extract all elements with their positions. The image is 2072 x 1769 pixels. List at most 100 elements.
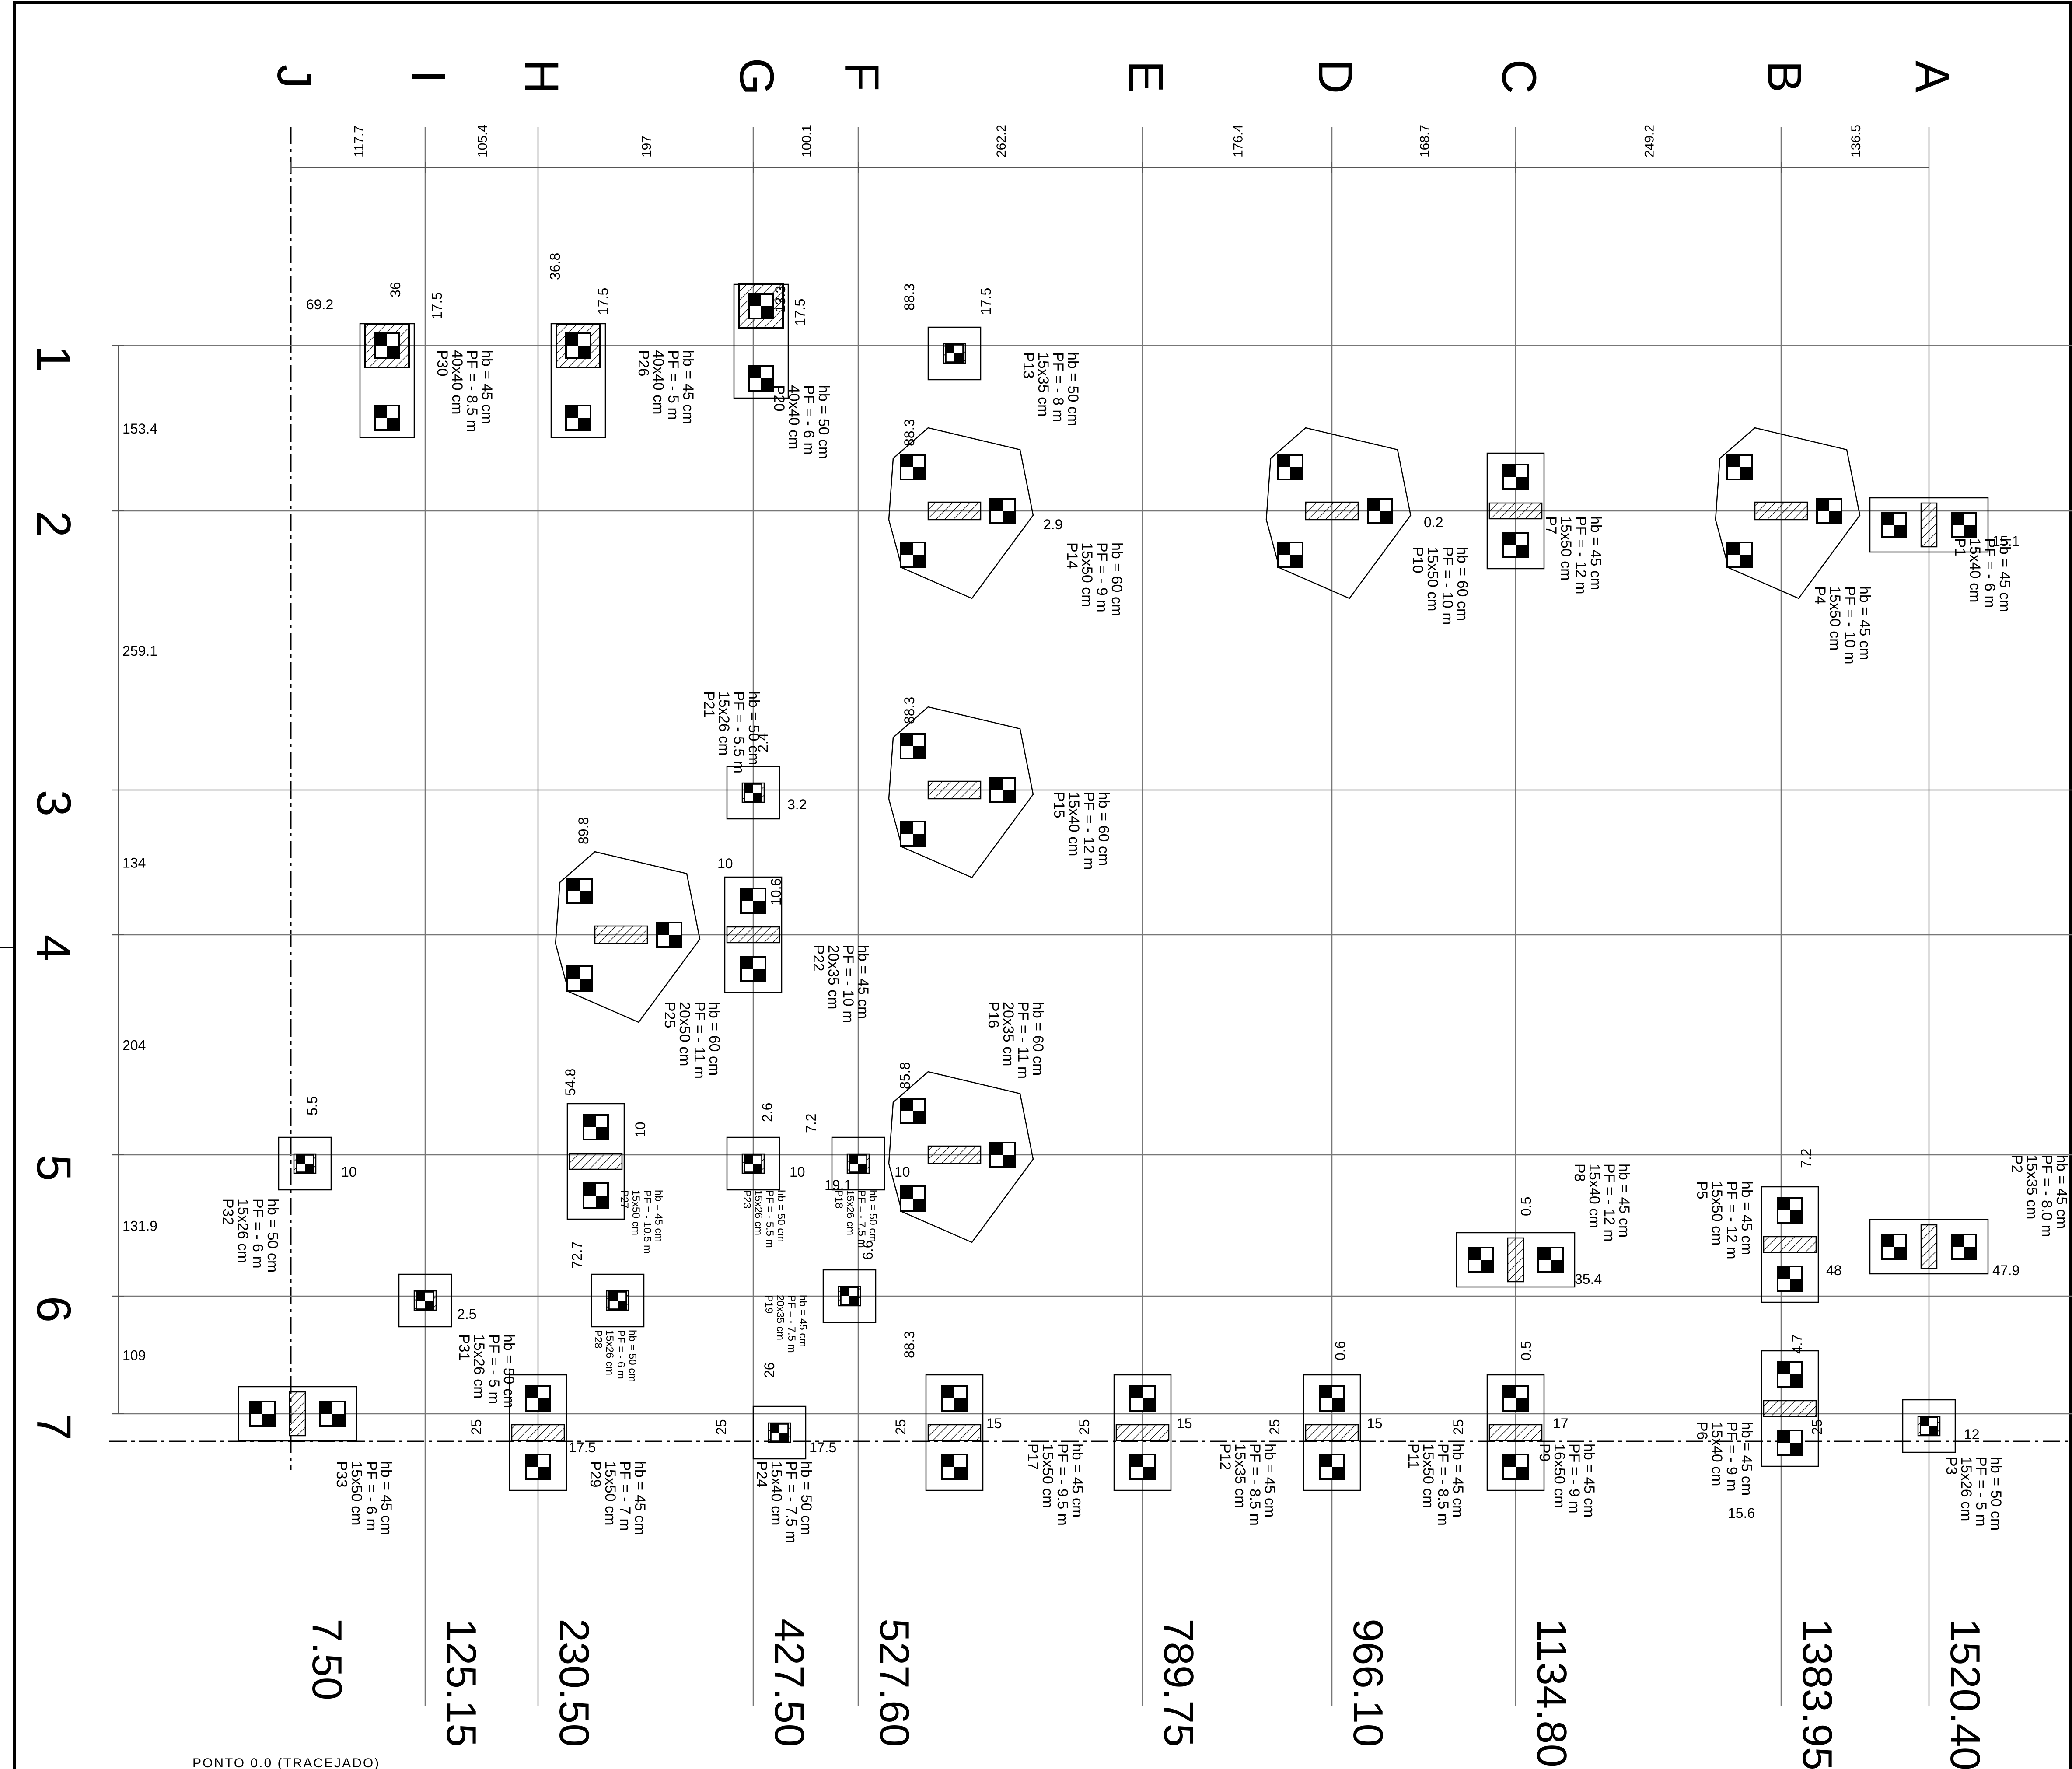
pile-icon [1502,464,1529,490]
pile-spec: hb = 50 cm [815,385,832,459]
pile-spec: PF = - 8.0 m [2038,1155,2055,1237]
axis-coordinate-E: 789.75 [1155,1619,1202,1747]
dimension-value: 35.4 [1575,1271,1602,1287]
pile-spec: 15x26 cm [844,1190,856,1235]
pile-spec: 20x50 cm [676,1002,693,1066]
column-section [594,925,648,944]
pile-icon [748,365,774,392]
dimension-value: 36 [388,282,403,297]
pile-spec: hb = 50 cm [500,1334,517,1408]
pile-icon [583,1114,609,1140]
pile-spec: hb = 50 cm [745,691,762,765]
dimension-value: 2.5 [457,1306,476,1322]
dimension-value: 54.8 [563,1069,578,1096]
column-section [1488,1424,1543,1441]
column-section [1763,1236,1817,1253]
pile-spec: PF = - 5 m [1973,1457,1989,1527]
pile-spec: hb = 50 cm [867,1190,879,1242]
pile-label-P27: P27 15x50 cm PF = - 10.5 m hb = 45 cm [618,1190,664,1254]
pile-icon [840,1287,859,1306]
pile-icon [1502,532,1529,558]
pile-spec: PF = - 5.5 m [764,1190,776,1248]
pile-id: P24 [753,1461,770,1488]
column-section [1754,501,1808,521]
dimension-value: 17 [1553,1416,1569,1431]
pile-icon [1277,542,1303,568]
pile-icon [1726,542,1753,568]
pile-spec: 15x50 cm [1424,547,1441,611]
pile-spec: hb = 45 cm [632,1461,648,1535]
cap-outline [238,1386,357,1442]
pile-cap-P1 [1869,497,1989,553]
dimension-value: 7.2 [803,1114,819,1133]
pile-spec: 15x26 cm [234,1199,251,1263]
pile-icon [296,1154,314,1173]
pile-icon [1919,1416,1939,1436]
pile-id: P12 [1217,1444,1233,1470]
row-spacing-value: 259.1 [122,643,157,659]
cap-outline [555,851,701,1023]
column-dimension-chain: 117.7 105.4 197 100.1 262.2 176.4 168.7 249.2 13… [290,125,1929,173]
pile-icon [319,1401,346,1427]
pile-id: P3 [1943,1457,1960,1475]
pile-spec: PF = - 5.5 m [730,691,747,773]
pile-spec: PF = - 11 m [1015,1002,1031,1079]
pile-icon [1277,454,1303,480]
axis-coordinates: 7.50 125.15 230.50 427.50 527.60 789.75 966.10… [304,1619,1988,1769]
dimension-value: 89.8 [576,817,591,844]
pile-id: P6 [1694,1422,1710,1440]
pile-icon [1367,498,1393,524]
pile-spec: 15x50 cm [1827,586,1843,650]
pile-icon [744,1154,762,1173]
column-spacing-value: 197 [639,136,654,157]
pile-cap-P24 [752,1405,807,1460]
dimension-value: 17.5 [595,288,611,315]
cap-outline [398,1273,452,1328]
column-axis-label-B: B [1758,60,1811,92]
pile-icon [989,498,1016,524]
pile-id: P17 [1024,1444,1041,1470]
cap-outline [1486,452,1545,570]
cap-outline [1456,1232,1576,1288]
dimension-value: 17.5 [978,288,994,315]
pile-spec: 15x35 cm [1035,352,1052,416]
pile-spec: PF = - 6 m [615,1330,627,1379]
grid-lines [109,127,2072,1706]
cap-outline [1265,427,1412,599]
pile-spec: PF = - 8.5 m [1435,1444,1451,1526]
pile-icon [748,293,774,319]
pile-spec: hb = 45 cm [1738,1181,1755,1255]
pile-icon [1881,512,1907,538]
column-axis-label-G: G [730,58,783,95]
dimension-value: 15.1 [1992,533,2020,549]
pile-spec: PF = - 12 m [1601,1164,1618,1242]
pile-spec: PF = - 11 m [691,1002,708,1079]
pile-id: P8 [1571,1164,1588,1182]
pile-spec: 15x50 cm [1039,1444,1056,1508]
pile-spec: PF = - 10 m [840,945,856,1023]
pile-cap-P31 [398,1273,452,1328]
pile-icon [565,405,591,431]
pile-icon [1777,1430,1803,1456]
column-section [569,1153,623,1170]
pile-spec: hb = 45 cm [855,945,871,1019]
pile-spec: 16x50 cm [1551,1444,1568,1508]
pile-cap-P12 [1113,1374,1172,1491]
pile-icon [770,1423,789,1442]
row-dimension-chain: 153.4 259.1 134 204 131.9 109 [112,345,157,1414]
dimension-value: 88.3 [901,1331,917,1358]
pile-id: P22 [810,945,827,972]
pile-spec: hb = 45 cm [1587,516,1604,590]
pile-spec: hb = 45 cm [797,1295,809,1347]
dimension-value: 88.3 [901,419,917,446]
pile-icon [416,1291,434,1310]
